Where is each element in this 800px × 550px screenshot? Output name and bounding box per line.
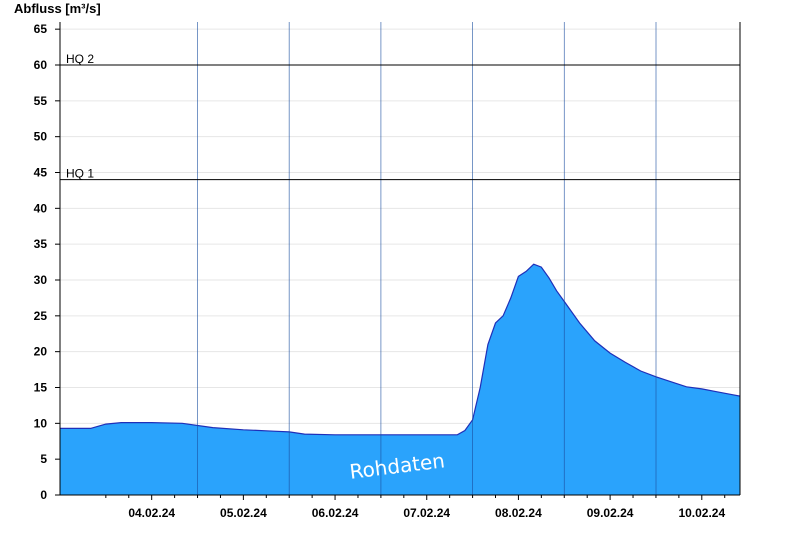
y-tick-label: 10 xyxy=(34,416,48,430)
area-fill xyxy=(60,264,740,495)
y-tick-label: 20 xyxy=(34,345,48,359)
y-tick-label: 65 xyxy=(34,22,48,36)
y-tick-label: 25 xyxy=(34,309,48,323)
reference-line-label: HQ 2 xyxy=(66,52,94,66)
y-tick-label: 50 xyxy=(34,130,48,144)
series-line xyxy=(60,263,741,436)
y-tick-label: 35 xyxy=(34,237,48,251)
x-axis-ticks: 04.02.24 05.02.24 06.02.24 07.02.24 08.02.24… xyxy=(105,495,725,520)
reference-line-label: HQ 1 xyxy=(66,167,94,181)
y-axis-ticks: 0 5 10 15 20 25 30 35 40 45 50 55 60 65 xyxy=(34,22,60,502)
x-tick-label: 04.02.24 xyxy=(128,506,175,520)
y-tick-label: 0 xyxy=(40,488,47,502)
x-tick-label: 07.02.24 xyxy=(403,506,450,520)
y-tick-label: 15 xyxy=(34,381,48,395)
y-tick-label: 5 xyxy=(40,452,47,466)
x-tick-label: 09.02.24 xyxy=(587,506,634,520)
x-tick-label: 08.02.24 xyxy=(495,506,542,520)
x-tick-label: 10.02.24 xyxy=(678,506,725,520)
y-tick-label: 55 xyxy=(34,94,48,108)
reference-lines: HQ 2 HQ 1 xyxy=(60,52,740,181)
y-tick-label: 40 xyxy=(34,201,48,215)
y-tick-label: 60 xyxy=(34,58,48,72)
discharge-area xyxy=(60,263,741,495)
x-tick-label: 05.02.24 xyxy=(220,506,267,520)
y-tick-label: 45 xyxy=(34,166,48,180)
x-tick-label: 06.02.24 xyxy=(312,506,359,520)
y-tick-label: 30 xyxy=(34,273,48,287)
day-dividers xyxy=(197,22,657,495)
y-axis-label: Abfluss [m³/s] xyxy=(14,1,101,16)
